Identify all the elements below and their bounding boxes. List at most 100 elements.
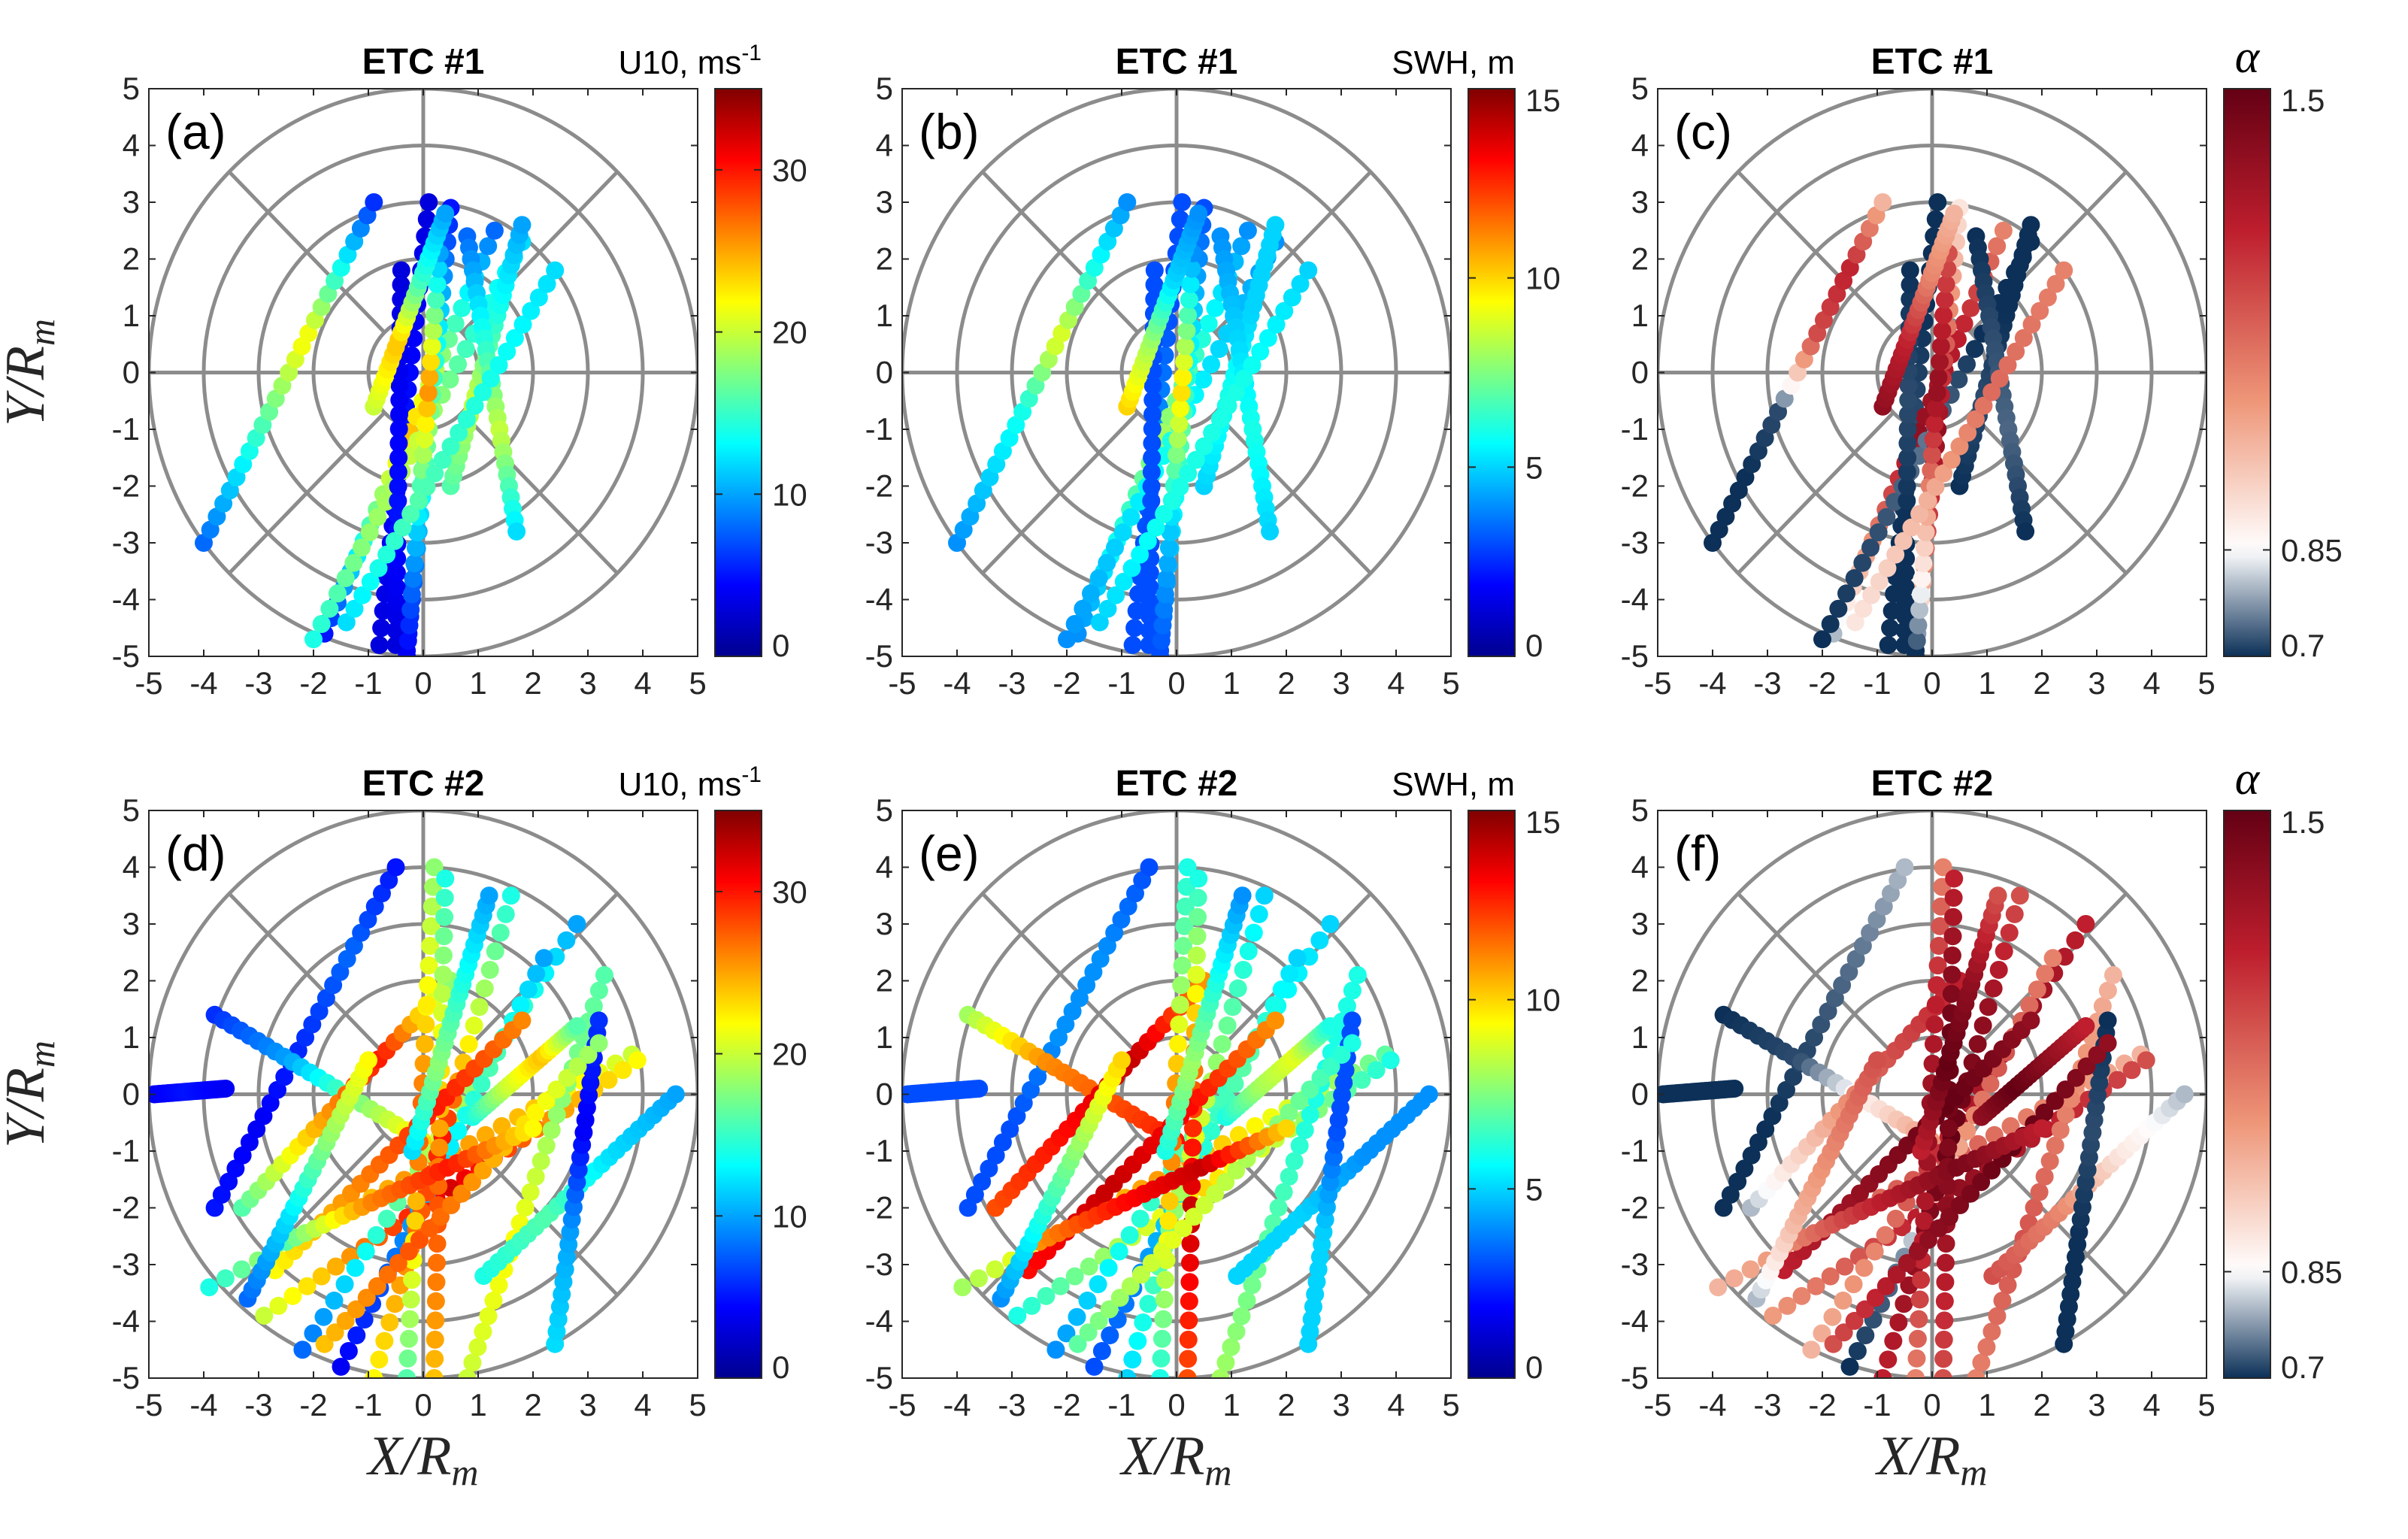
colorbar-label: SWH, m — [1392, 44, 1515, 81]
data-point — [1367, 1061, 1386, 1080]
data-point — [387, 607, 406, 626]
y-tick-label: -4 — [1621, 1304, 1649, 1339]
data-point — [1929, 937, 1948, 956]
data-point — [568, 1016, 586, 1035]
x-tick-label: 5 — [2197, 665, 2215, 701]
y-tick-label: 2 — [1631, 963, 1649, 998]
panel-title: ETC #1 — [362, 42, 485, 82]
data-point — [1173, 956, 1192, 975]
data-point — [329, 584, 347, 603]
data-point — [1928, 383, 1946, 402]
data-point — [1168, 1035, 1187, 1053]
data-point — [2122, 1061, 2141, 1080]
data-point — [474, 1322, 492, 1341]
data-point — [532, 1152, 550, 1171]
data-point — [1234, 369, 1253, 388]
data-point — [423, 337, 441, 356]
data-point — [420, 193, 438, 211]
y-tick-label: 0 — [123, 355, 140, 390]
data-point — [1114, 572, 1133, 591]
data-point — [1172, 976, 1191, 995]
data-point — [507, 522, 526, 541]
data-point — [521, 1183, 540, 1201]
data-point — [422, 916, 441, 935]
y-tick-label: -3 — [865, 525, 893, 560]
data-point — [1907, 1349, 1926, 1368]
data-point — [1179, 306, 1198, 325]
data-point — [1151, 647, 1170, 656]
data-point — [312, 1267, 331, 1286]
x-tick-label: -4 — [943, 1387, 971, 1422]
data-point — [1174, 937, 1192, 956]
x-tick-label: 4 — [1387, 1387, 1404, 1422]
colorbar-tick-label: 20 — [772, 315, 807, 350]
data-point — [368, 1277, 386, 1295]
data-point — [2031, 301, 2049, 320]
data-point — [389, 492, 407, 510]
data-point — [1824, 1335, 1843, 1353]
panel-d: -5 -4 -3 -2 -1 0 1 2 3 4 5 -5 -4 -3 -2 -1 0 1 2 3 4 5 ETC #2 (d… — [0, 762, 807, 1493]
data-point — [1051, 1277, 1070, 1295]
data-point — [1156, 585, 1174, 604]
data-point — [1909, 616, 1928, 635]
data-point — [1183, 1119, 1202, 1138]
data-point — [1907, 647, 1925, 656]
data-point — [1908, 1242, 1927, 1261]
data-point — [1291, 274, 1310, 293]
data-point — [1223, 998, 1242, 1016]
data-point — [1243, 356, 1262, 374]
x-tick-label: 2 — [524, 1387, 541, 1422]
data-point — [389, 462, 407, 481]
data-point — [336, 1311, 355, 1330]
data-point — [1916, 523, 1935, 542]
data-point — [1982, 383, 2001, 401]
data-point — [1188, 927, 1207, 946]
data-point — [1134, 1313, 1153, 1331]
data-point — [1079, 1323, 1098, 1342]
data-point — [426, 1350, 444, 1368]
data-point — [1232, 1307, 1251, 1325]
data-point — [1233, 886, 1252, 905]
data-point — [599, 1071, 618, 1089]
data-point — [314, 1307, 333, 1326]
data-point — [1725, 1269, 1743, 1288]
data-point — [426, 464, 444, 483]
data-point — [1122, 507, 1140, 526]
track — [1118, 204, 1208, 416]
data-point — [401, 601, 420, 620]
x-tick-label: -1 — [1107, 1387, 1135, 1422]
data-point — [2022, 216, 2040, 235]
data-point — [1907, 632, 1926, 650]
data-point — [1934, 1350, 1953, 1368]
data-point — [1189, 204, 1208, 223]
track — [1030, 1119, 1295, 1251]
panel-title: ETC #2 — [362, 764, 485, 804]
y-tick-label: 5 — [1631, 71, 1649, 106]
y-tick-label: -2 — [112, 468, 140, 504]
data-point — [1845, 1311, 1864, 1330]
data-point — [1180, 1273, 1199, 1292]
data-point — [1234, 960, 1252, 979]
data-point — [1203, 423, 1222, 442]
x-tick-label: 1 — [469, 1387, 486, 1422]
colorbar: 0.7 0.85 1.5 α — [2223, 753, 2343, 1385]
data-point — [367, 1225, 386, 1244]
data-point — [232, 1260, 251, 1279]
data-point — [406, 538, 425, 557]
x-tick-label: 2 — [524, 665, 541, 701]
data-point — [489, 1276, 508, 1295]
data-point — [1140, 607, 1159, 626]
y-tick-label: 4 — [123, 128, 140, 163]
data-point — [475, 979, 494, 998]
data-point — [511, 996, 530, 1015]
panel-letter: (c) — [1674, 104, 1732, 159]
data-point — [1142, 1253, 1161, 1272]
data-point — [407, 523, 426, 542]
data-point — [436, 204, 455, 223]
data-point — [1202, 355, 1221, 374]
data-point — [269, 1296, 288, 1315]
data-point — [1877, 507, 1896, 526]
data-point — [1807, 1277, 1825, 1295]
data-point — [1285, 1152, 1304, 1171]
data-point — [1145, 261, 1164, 280]
